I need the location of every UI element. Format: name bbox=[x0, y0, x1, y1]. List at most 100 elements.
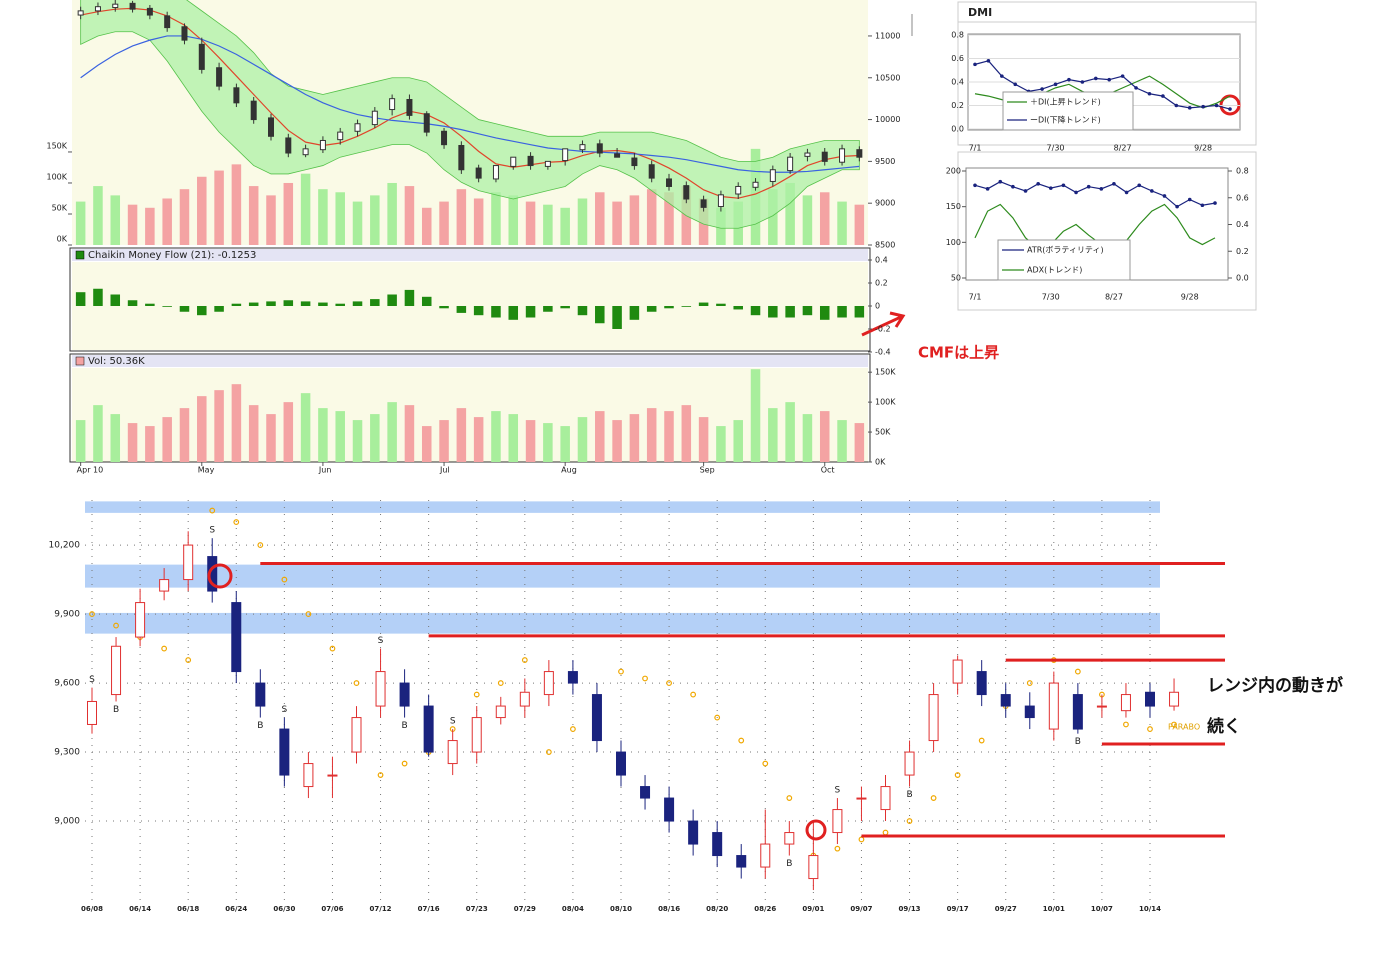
volume-bar bbox=[127, 423, 138, 462]
indicator-line bbox=[974, 181, 1216, 208]
sar-dot bbox=[209, 507, 216, 514]
bar bbox=[439, 306, 449, 309]
signal-label: S bbox=[450, 717, 456, 727]
bar bbox=[352, 301, 363, 306]
y-tick-label: 9,600 bbox=[54, 679, 80, 689]
bar bbox=[231, 303, 242, 306]
atr-point bbox=[973, 183, 977, 188]
signal-label: S bbox=[209, 526, 215, 536]
dmi-point bbox=[1134, 86, 1138, 90]
bar bbox=[456, 306, 467, 313]
dmi-point bbox=[1201, 104, 1205, 109]
candle-body bbox=[250, 100, 257, 121]
sar-dot bbox=[377, 772, 384, 778]
sar-dot bbox=[570, 726, 576, 732]
candle-body bbox=[495, 705, 506, 719]
dmi-point bbox=[1174, 103, 1179, 108]
sar-dot bbox=[545, 749, 552, 755]
candle-body bbox=[303, 763, 314, 788]
candle-body bbox=[112, 3, 119, 9]
volume-bar bbox=[750, 369, 761, 462]
volume-bar bbox=[543, 204, 553, 245]
bar bbox=[854, 306, 865, 318]
volume-bar bbox=[768, 408, 778, 462]
y-tick-label: 50K bbox=[875, 428, 891, 437]
candle-body bbox=[94, 6, 101, 12]
bar bbox=[819, 306, 830, 320]
volume-bar bbox=[456, 408, 467, 462]
volume-bar bbox=[716, 426, 726, 462]
bollinger-band bbox=[80, 0, 860, 229]
candle-body bbox=[181, 26, 188, 41]
volume-bar bbox=[525, 420, 536, 462]
volume-bar bbox=[352, 420, 363, 462]
bar bbox=[750, 306, 761, 316]
atr-point bbox=[1099, 187, 1104, 191]
volume-bar bbox=[802, 414, 813, 462]
volume-bar bbox=[473, 198, 484, 245]
atr-point bbox=[1112, 182, 1116, 186]
sar-dot bbox=[113, 622, 119, 629]
legend-label: ADX(トレンド) bbox=[1027, 266, 1082, 275]
x-tick-label: 06/14 bbox=[129, 905, 151, 913]
volume-bar bbox=[819, 192, 830, 245]
candle-body bbox=[1024, 705, 1035, 719]
candle-body bbox=[544, 160, 551, 167]
candle-body bbox=[216, 67, 223, 87]
candle-body bbox=[567, 671, 578, 684]
volume-bar bbox=[768, 189, 778, 245]
y-tick-label: 9500 bbox=[875, 157, 895, 166]
bar bbox=[698, 302, 709, 306]
dmi-point bbox=[1107, 77, 1112, 82]
volume-bar bbox=[318, 189, 328, 245]
y-tick-label: 11000 bbox=[875, 31, 900, 40]
volume-bar bbox=[577, 198, 588, 245]
x-tick-label: 8/27 bbox=[1105, 293, 1123, 302]
bar bbox=[473, 306, 484, 316]
volume-bar bbox=[404, 405, 415, 462]
arrow bbox=[861, 314, 904, 337]
x-tick-label: Oct bbox=[821, 466, 835, 475]
atr-point bbox=[1213, 201, 1217, 205]
volume-bar bbox=[560, 207, 570, 245]
signal-label: S bbox=[378, 636, 384, 646]
y-tick-label: 9,300 bbox=[54, 748, 80, 758]
candle-body bbox=[337, 131, 344, 141]
candle-body bbox=[111, 645, 122, 696]
candle-body bbox=[302, 148, 309, 156]
volume-bar bbox=[387, 402, 397, 462]
y-tick-label: 0K bbox=[875, 458, 886, 467]
y2-tick-label: 150K bbox=[46, 141, 67, 150]
bar bbox=[318, 302, 328, 306]
bar bbox=[543, 306, 553, 312]
atr-point bbox=[1074, 190, 1078, 195]
signal-label: S bbox=[835, 786, 841, 796]
bar bbox=[646, 306, 657, 312]
x-tick-label: 06/24 bbox=[225, 905, 247, 913]
candle-body bbox=[159, 579, 170, 592]
bar bbox=[664, 306, 674, 309]
volume-bar bbox=[646, 408, 657, 462]
moving-average bbox=[80, 35, 860, 173]
bar bbox=[248, 302, 259, 306]
candle-body bbox=[389, 98, 396, 111]
volume-legend: Vol: 50.36K bbox=[88, 356, 145, 367]
x-tick-label: Apr 10 bbox=[77, 466, 104, 475]
candle-body bbox=[351, 717, 362, 753]
bar bbox=[612, 306, 622, 329]
candle-body bbox=[700, 199, 707, 208]
x-tick-label: 9/28 bbox=[1194, 144, 1212, 153]
bar bbox=[283, 300, 294, 306]
volume-bar bbox=[248, 405, 259, 462]
sar-dot bbox=[1123, 721, 1129, 728]
sar-dot bbox=[690, 691, 697, 698]
volume-bar bbox=[231, 384, 242, 462]
y-tick-label: 10500 bbox=[875, 73, 900, 82]
bar bbox=[335, 303, 345, 306]
volume-bar bbox=[352, 201, 363, 245]
dmi-line bbox=[974, 60, 1231, 110]
dmi-point bbox=[1228, 107, 1232, 111]
volume-bar bbox=[837, 420, 847, 462]
bar bbox=[179, 306, 190, 312]
cmf-swatch bbox=[75, 250, 85, 260]
